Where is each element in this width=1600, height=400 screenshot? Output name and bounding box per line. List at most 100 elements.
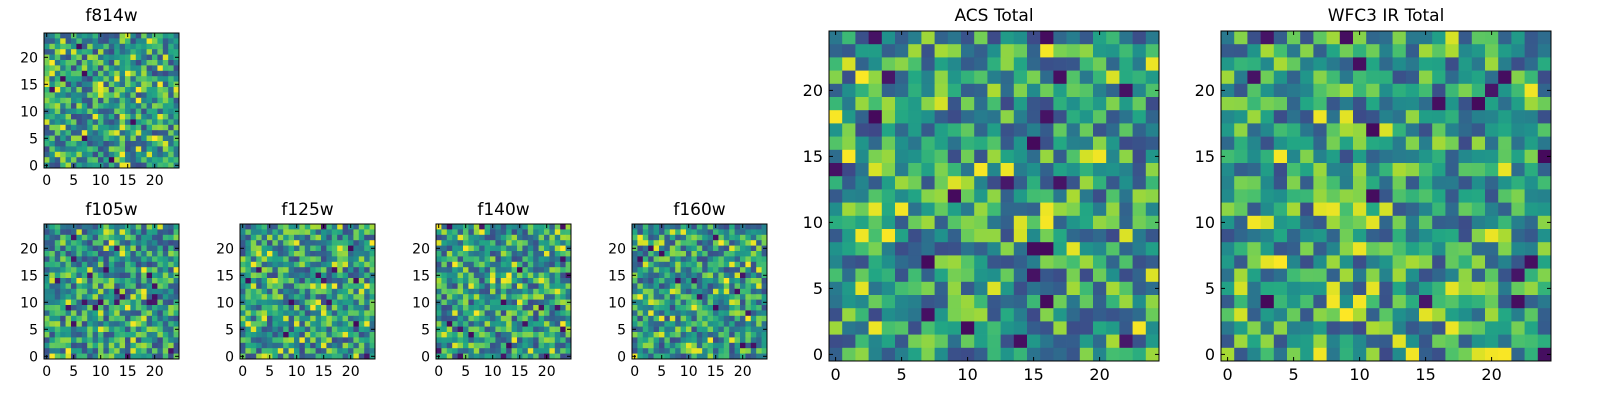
- heatmap-cell: [1366, 57, 1380, 71]
- heatmap-cell: [729, 353, 735, 360]
- heatmap-cell: [162, 97, 169, 104]
- heatmap-cell: [895, 189, 909, 203]
- heatmap-cell: [484, 267, 491, 273]
- heatmap-cell: [702, 348, 708, 354]
- heatmap-cell: [921, 123, 935, 137]
- heatmap-cell: [1013, 268, 1028, 283]
- heatmap-cell: [81, 337, 88, 344]
- heatmap-cell: [1313, 255, 1327, 269]
- heatmap-cell: [675, 305, 681, 311]
- heatmap-cell: [288, 288, 295, 295]
- heatmap-cell: [1260, 255, 1275, 269]
- heatmap-cell: [44, 119, 50, 126]
- heatmap-cell: [1027, 242, 1041, 256]
- heatmap-cell: [152, 267, 158, 273]
- heatmap-cell: [81, 43, 88, 50]
- heatmap-cell: [707, 342, 714, 349]
- heatmap-cell: [1498, 202, 1512, 217]
- heatmap-cell: [162, 245, 169, 252]
- heatmap-cell: [881, 97, 896, 111]
- heatmap-cell: [146, 326, 153, 333]
- heatmap-cell: [71, 87, 77, 93]
- heatmap-cell: [141, 162, 147, 169]
- heatmap-cell: [250, 342, 257, 349]
- heatmap-cell: [1027, 229, 1041, 243]
- heatmap-cell: [173, 76, 180, 82]
- heatmap-cell: [60, 87, 66, 93]
- heatmap-cell: [538, 305, 545, 311]
- heatmap-cell: [723, 234, 730, 241]
- heatmap-cell: [130, 97, 137, 104]
- heatmap-cell: [446, 256, 453, 263]
- heatmap-cell: [294, 256, 300, 263]
- heatmap-cell: [961, 202, 975, 217]
- heatmap-cell: [538, 288, 545, 295]
- heatmap-cell: [60, 229, 66, 236]
- heatmap-cell: [680, 321, 687, 327]
- heatmap-cell: [65, 342, 72, 349]
- heatmap-cell: [1471, 189, 1486, 203]
- heatmap-cell: [756, 245, 762, 252]
- heatmap-cell: [1511, 308, 1525, 322]
- heatmap-cell: [348, 272, 354, 279]
- heatmap-cell: [664, 261, 671, 268]
- panel-f125w: f125w 0 5 10 15 20 0 5 10 15 20: [196, 195, 396, 400]
- heatmap-cell: [283, 348, 289, 354]
- heatmap-cell: [326, 294, 333, 300]
- heatmap-cell: [527, 332, 534, 338]
- heatmap-cell: [130, 332, 137, 338]
- heatmap-cell: [1040, 229, 1054, 243]
- heatmap-cell: [756, 342, 762, 349]
- heatmap-cell: [81, 103, 88, 109]
- heatmap-cell: [560, 272, 566, 279]
- heatmap-cell: [87, 261, 93, 268]
- heatmap-cell: [299, 353, 306, 360]
- heatmap-cell: [1093, 70, 1107, 85]
- heatmap-cell: [1079, 281, 1094, 296]
- heatmap-cell: [49, 97, 56, 104]
- heatmap-cell: [76, 108, 83, 115]
- heatmap-cell: [162, 332, 169, 338]
- heatmap-cell: [664, 326, 671, 333]
- heatmap-cell: [1313, 229, 1327, 243]
- heatmap-cell: [119, 103, 126, 109]
- heatmap-cell: [653, 224, 660, 230]
- heatmap-cell: [987, 83, 1001, 98]
- heatmap-cell: [1013, 176, 1028, 190]
- heatmap-cell: [1405, 334, 1420, 349]
- heatmap-cell: [842, 70, 856, 85]
- heatmap-cell: [283, 224, 289, 230]
- heatmap-cell: [310, 305, 316, 311]
- heatmap-cell: [1079, 347, 1094, 362]
- heatmap-cell: [331, 310, 338, 317]
- heatmap-cell: [868, 70, 883, 85]
- heatmap-cell: [108, 283, 115, 290]
- heatmap-cell: [157, 65, 164, 72]
- heatmap-cell: [108, 49, 115, 55]
- heatmap-cell: [560, 261, 566, 268]
- heatmap-cell: [135, 162, 142, 169]
- heatmap-cell: [277, 240, 284, 246]
- heatmap-cell: [240, 261, 246, 268]
- heatmap-cell: [533, 326, 539, 333]
- heatmap-cell: [756, 288, 762, 295]
- heatmap-cell: [527, 224, 534, 230]
- heatmap-cell: [468, 278, 475, 284]
- heatmap-cell: [168, 245, 174, 252]
- heatmap-cell: [1419, 268, 1433, 283]
- heatmap-cell: [1432, 347, 1446, 362]
- heatmap-cell: [81, 54, 88, 61]
- heatmap-cell: [114, 229, 120, 236]
- heatmap-cell: [146, 245, 153, 252]
- heatmap-cell: [1221, 136, 1235, 151]
- heatmap-cell: [353, 299, 360, 306]
- heatmap-cell: [369, 337, 376, 344]
- heatmap-cell: [294, 288, 300, 295]
- y-tick-label: 0: [225, 349, 234, 365]
- heatmap-cell: [961, 281, 975, 296]
- heatmap-cell: [669, 240, 676, 246]
- heatmap-cell: [353, 272, 360, 279]
- heatmap-cell: [855, 97, 869, 111]
- heatmap-cell: [1537, 295, 1552, 309]
- heatmap-cell: [294, 305, 300, 311]
